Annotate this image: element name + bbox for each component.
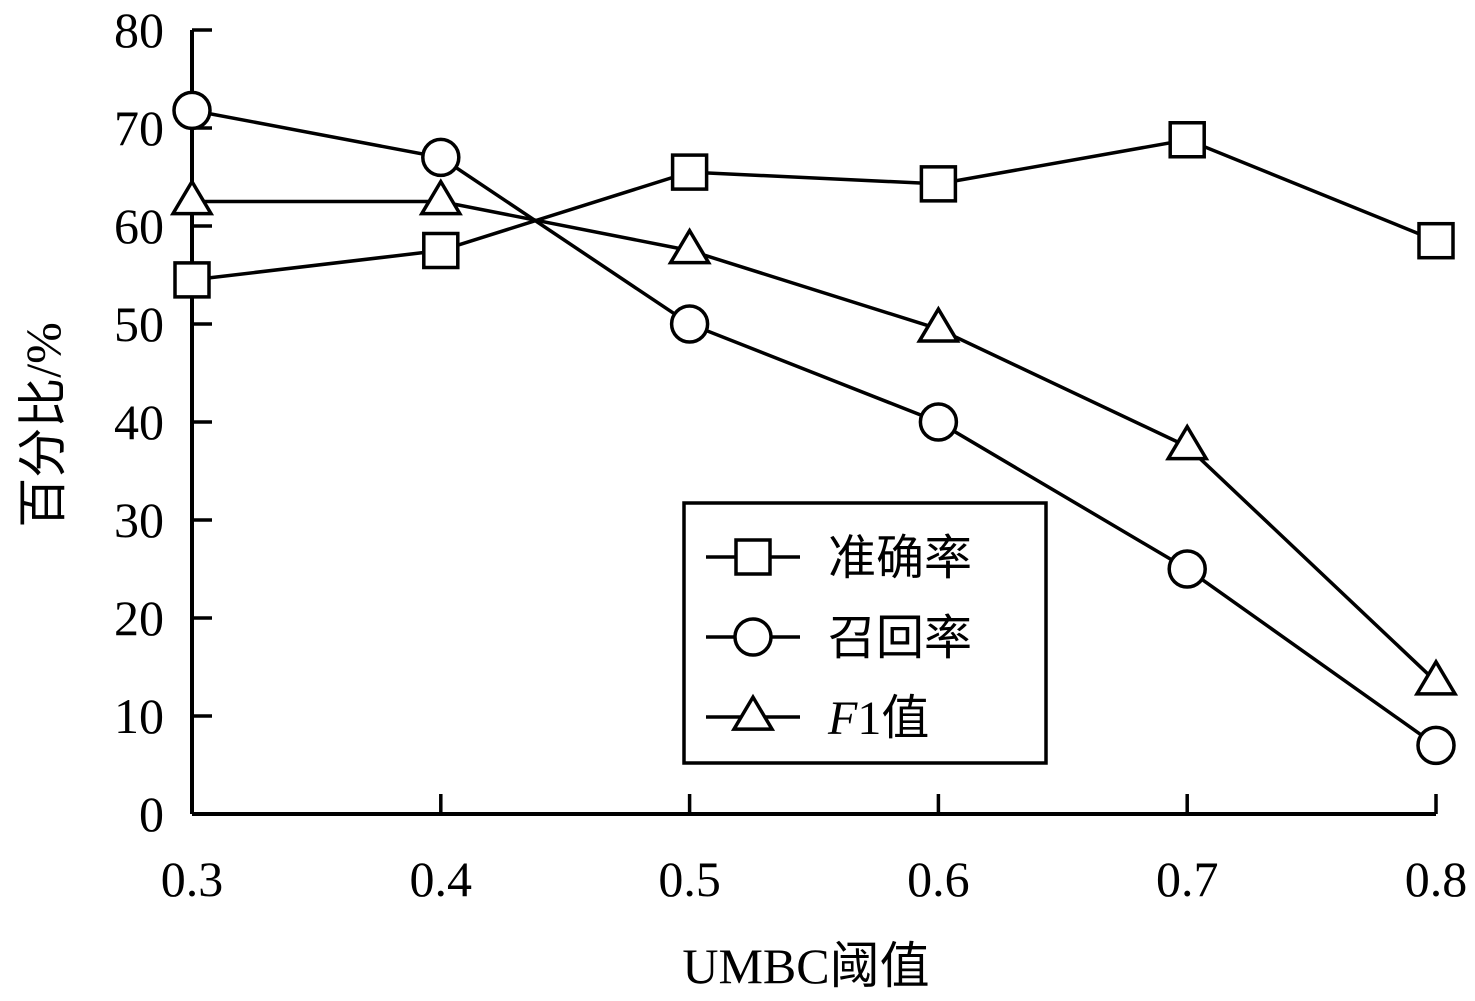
legend-marker-circle — [733, 617, 773, 657]
legend-item: F1值 — [706, 692, 929, 745]
legend-item: 召回率 — [706, 612, 972, 665]
series-line — [192, 199, 1438, 683]
y-axis-title: 百分比/% — [15, 322, 71, 528]
x-axis-title: UMBC阈值 — [682, 938, 929, 994]
x-tick-label: 0.7 — [1156, 851, 1219, 907]
data-point-circle — [421, 137, 461, 178]
y-tick-label: 80 — [114, 2, 164, 58]
data-point-square — [1168, 121, 1206, 159]
y-tick-label: 20 — [114, 590, 164, 646]
series-circle — [172, 90, 1456, 766]
data-point-triangle — [916, 305, 961, 343]
data-point-circle — [918, 402, 959, 442]
data-point-square — [422, 231, 460, 270]
legend-label: F1值 — [827, 692, 929, 745]
data-point-square — [173, 261, 211, 299]
data-point-circle — [1167, 549, 1207, 589]
y-tick-label: 70 — [114, 100, 164, 156]
data-point-square — [919, 165, 958, 203]
y-tick-label: 50 — [114, 296, 164, 352]
data-point-triangle — [1165, 423, 1210, 461]
series-layer — [169, 90, 1459, 766]
data-point-circle — [669, 304, 710, 344]
series-square — [173, 121, 1455, 299]
series-triangle — [169, 178, 1459, 696]
x-tick-label: 0.8 — [1405, 851, 1468, 907]
x-tick-label: 0.4 — [410, 851, 473, 907]
x-tick-label: 0.6 — [907, 851, 970, 907]
series-line — [191, 108, 1438, 747]
y-tick-label: 30 — [114, 492, 164, 548]
data-point-triangle — [169, 178, 215, 216]
x-tick-label: 0.3 — [161, 851, 224, 907]
series-line — [191, 137, 1437, 282]
axes: 0 10 20 30 40 50 60 70 80 0.3 0.4 0.5 0.6 0.7 0.8 — [114, 2, 1467, 907]
legend-marker-square — [734, 538, 772, 576]
data-point-triangle — [1413, 658, 1459, 696]
data-point-triangle — [418, 178, 463, 216]
legend-label: 准确率 — [828, 532, 972, 585]
y-tick-label: 40 — [114, 394, 164, 450]
y-tick-label: 0 — [139, 786, 164, 842]
data-point-square — [670, 153, 709, 191]
data-point-triangle — [667, 227, 712, 265]
legend-marker-triangle — [730, 693, 776, 731]
legend-item: 准确率 — [706, 532, 972, 585]
data-point-circle — [1416, 725, 1456, 766]
legend-label: 召回率 — [828, 612, 972, 665]
x-tick-label: 0.5 — [658, 851, 721, 907]
y-tick-label: 60 — [114, 198, 164, 254]
data-point-square — [1417, 221, 1455, 260]
data-point-circle — [172, 90, 212, 131]
y-tick-label: 10 — [114, 688, 164, 744]
